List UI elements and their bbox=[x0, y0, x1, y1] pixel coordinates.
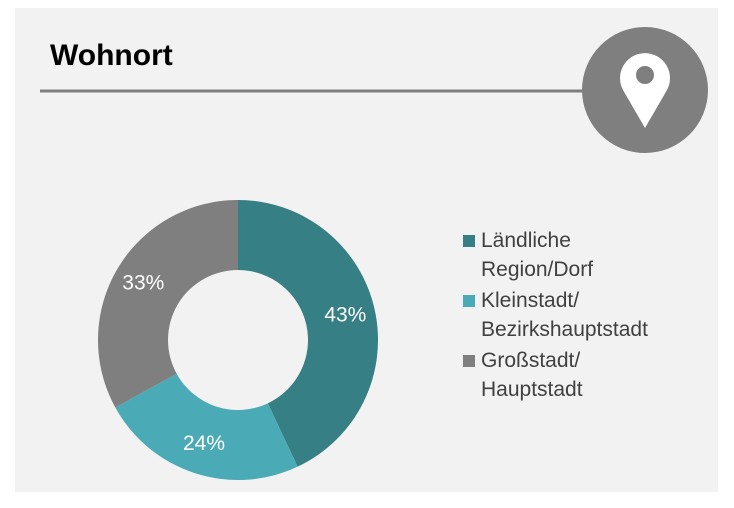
chart-title: Wohnort bbox=[50, 39, 173, 72]
pin-hole bbox=[636, 66, 654, 84]
donut-slice bbox=[115, 373, 298, 480]
legend-item: Ländliche Region/Dorf bbox=[463, 226, 648, 284]
legend-swatch bbox=[463, 355, 475, 367]
legend-item: Kleinstadt/ Bezirkshauptstadt bbox=[463, 286, 648, 344]
legend-label: Kleinstadt/ Bezirkshauptstadt bbox=[481, 289, 648, 341]
data-label: 24% bbox=[183, 432, 225, 455]
donut-slice bbox=[97, 200, 239, 408]
pin-icon bbox=[620, 53, 670, 128]
donut-slice bbox=[238, 200, 378, 467]
data-label: 43% bbox=[324, 304, 366, 327]
legend-label: Großstadt/ Hauptstadt bbox=[481, 349, 583, 401]
legend-swatch bbox=[463, 235, 475, 247]
legend: Ländliche Region/Dorf Kleinstadt/ Bezirks… bbox=[463, 226, 648, 406]
legend-label: Ländliche Region/Dorf bbox=[481, 229, 594, 281]
data-label: 33% bbox=[122, 272, 164, 295]
legend-item: Großstadt/ Hauptstadt bbox=[463, 346, 648, 404]
legend-swatch bbox=[463, 295, 475, 307]
